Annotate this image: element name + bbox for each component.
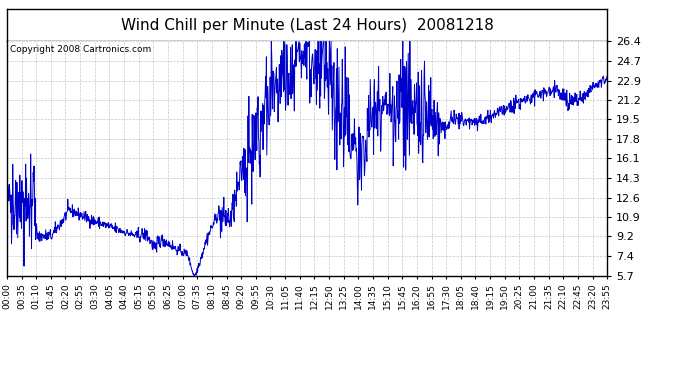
Text: Copyright 2008 Cartronics.com: Copyright 2008 Cartronics.com (10, 45, 151, 54)
Text: Wind Chill per Minute (Last 24 Hours)  20081218: Wind Chill per Minute (Last 24 Hours) 20… (121, 18, 493, 33)
